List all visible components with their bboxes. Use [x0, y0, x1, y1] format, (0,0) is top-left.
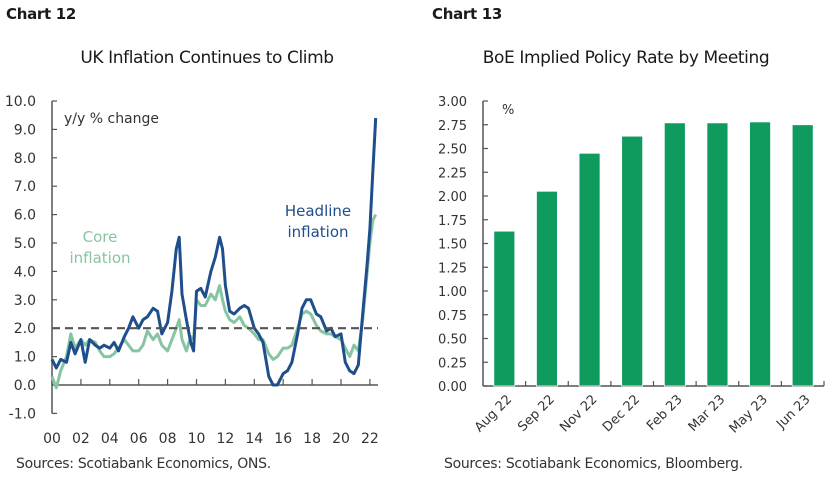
x-tick-label: 08	[159, 431, 177, 447]
x-tick-label: 12	[216, 431, 234, 447]
policy-rate-bar-chart: 3.00 2.75 2.50 2.25 2.00 1.75 1.50 1.25 1.00 0.75…	[438, 95, 825, 436]
x-tick-label: 04	[101, 431, 119, 447]
y-tick-label: 1.0	[14, 350, 36, 366]
chart12-source: Sources: Scotiabank Economics, ONS.	[16, 456, 271, 472]
annotation-line: Core	[83, 228, 118, 246]
x-tick-label: Jun 23	[773, 392, 813, 432]
y-tick-label: 1.75	[438, 214, 467, 229]
x-tick-label: May 23	[727, 392, 771, 436]
y-tick-label: 0.0	[14, 378, 36, 394]
chart13-title: BoE Implied Policy Rate by Meeting	[482, 48, 770, 68]
x-tick-label: Dec 22	[600, 392, 643, 435]
y-tick-label: 2.25	[438, 166, 467, 181]
y-axis-label: y/y % change	[64, 111, 159, 127]
y-tick-label: 1.00	[438, 285, 467, 300]
annotation-line: inflation	[287, 223, 348, 241]
y-axis-label: %	[502, 103, 514, 118]
y-tick-label: 2.50	[438, 143, 467, 158]
y-tick-label: 0.00	[438, 380, 467, 395]
bar-mar-23	[706, 122, 729, 387]
x-tick-label: Aug 22	[472, 392, 515, 435]
chart13-label: Chart 13	[432, 5, 503, 23]
bar-sep-22	[536, 190, 558, 387]
x-tick-label: Sep 22	[515, 392, 558, 435]
inflation-line-chart: 10.0 9.0 8.0 7.0 6.0 5.0 4.0 3.0 2.0 1.0 0.0 -1.0 00…	[5, 94, 379, 447]
y-tick-label: 4.0	[14, 264, 36, 280]
headline-inflation-line	[50, 117, 378, 387]
x-tick-label: 10	[188, 431, 206, 447]
annotation-line: Headline	[285, 202, 351, 220]
y-tick-label: 1.25	[438, 261, 467, 276]
y-tick-label: 3.00	[438, 95, 467, 110]
x-tick-label: Nov 22	[557, 392, 600, 435]
y-tick-label: 0.75	[438, 309, 467, 324]
y-tick-label: 0.25	[438, 356, 467, 371]
headline-inflation-annotation: Headline inflation	[285, 202, 351, 241]
y-tick-label: 3.0	[14, 293, 36, 309]
bar-jun-23	[791, 124, 814, 387]
x-tick-label: Feb 23	[644, 392, 686, 434]
x-tick-label: 14	[245, 431, 263, 447]
y-tick-label: 2.0	[14, 321, 36, 337]
x-tick-label: Mar 23	[686, 392, 729, 435]
annotation-line: inflation	[69, 249, 130, 267]
x-tick-label: 20	[332, 431, 350, 447]
y-tick-label: 5.0	[14, 236, 36, 252]
y-tick-label: 2.00	[438, 190, 467, 205]
y-tick-label: 9.0	[14, 122, 36, 138]
x-tick-label: 02	[72, 431, 90, 447]
bar-dec-22	[621, 135, 644, 387]
y-tick-label: 7.0	[14, 179, 36, 195]
y-tick-label: 1.50	[438, 238, 467, 253]
x-tick-label: 00	[43, 431, 61, 447]
y-tick-label: 0.50	[438, 333, 467, 348]
chart12-label: Chart 12	[6, 5, 77, 23]
y-tick-label: 2.75	[438, 119, 467, 134]
core-inflation-annotation: Core inflation	[69, 228, 130, 267]
x-tick-label: 22	[361, 431, 379, 447]
bar-may-23	[749, 121, 771, 387]
core-inflation-line	[50, 213, 378, 390]
bar-feb-23	[663, 122, 686, 387]
y-tick-label: 8.0	[14, 151, 36, 167]
bar-nov-22	[578, 152, 601, 387]
y-tick-label: 10.0	[5, 94, 36, 110]
x-tick-label: 16	[274, 431, 292, 447]
x-tick-label: 06	[130, 431, 148, 447]
y-tick-label: -1.0	[9, 406, 36, 422]
bar-aug-22	[493, 230, 516, 387]
chart12-title: UK Inflation Continues to Climb	[80, 48, 334, 68]
y-tick-label: 6.0	[14, 208, 36, 224]
chart13-source: Sources: Scotiabank Economics, Bloomberg…	[444, 456, 743, 472]
x-tick-label: 18	[303, 431, 321, 447]
